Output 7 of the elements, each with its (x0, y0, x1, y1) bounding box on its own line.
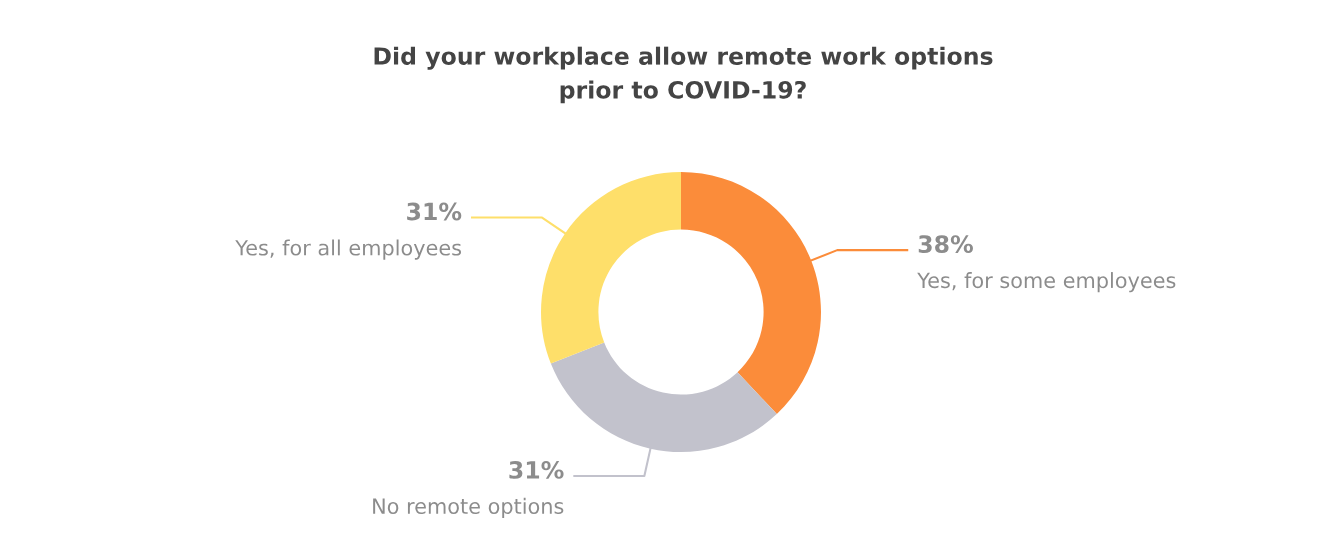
slice-label: Yes, for some employees (917, 272, 1176, 293)
data-label: 31% (407, 202, 462, 221)
chart-title: Did your workplace allow remote work options prior to COVID-19? (374, 46, 993, 104)
data-label: 31% (509, 460, 564, 479)
slice-label: No remote options (373, 497, 564, 519)
slice-label: Yes, for all employees (235, 239, 462, 260)
data-label: 38% (918, 235, 973, 254)
